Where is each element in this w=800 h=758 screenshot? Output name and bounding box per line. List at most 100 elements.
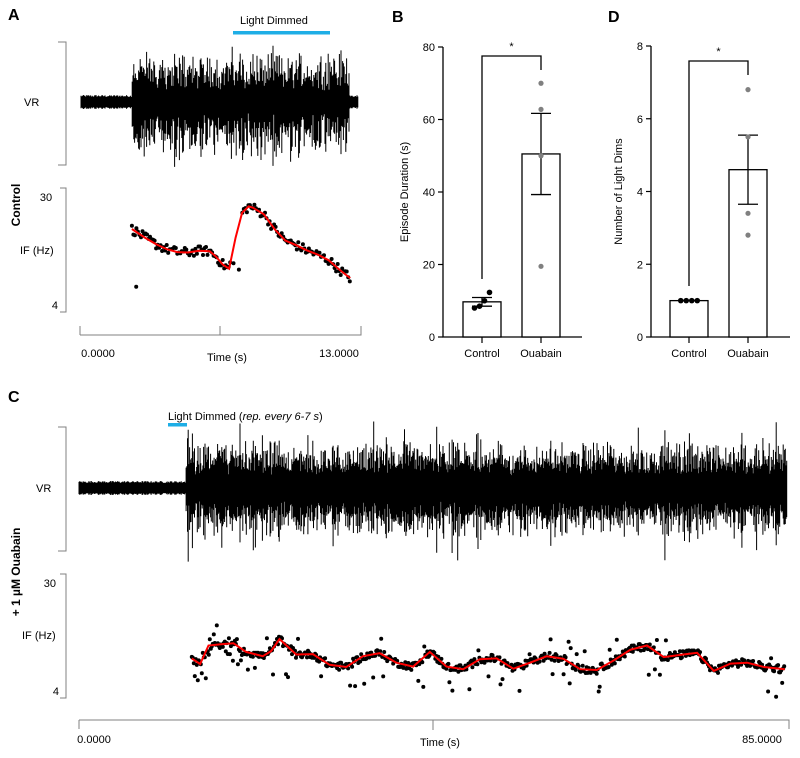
panel-a-vr-trace [80,45,359,167]
panel-d-data-point [688,297,695,304]
if-point [566,639,571,644]
if-point [548,637,553,642]
if-point [284,672,288,677]
if-point [296,240,301,245]
if-point [663,638,668,643]
if-point [294,655,298,660]
if-point [269,226,274,231]
if-point [205,252,210,257]
panel-c-light-dimmed-text: Light Dimmed ( [168,411,243,423]
panel-c-x-axis [78,719,790,730]
if-point [300,242,305,247]
if-point [646,672,651,677]
if-point [654,638,659,642]
if-point [552,658,557,663]
if-point [704,656,708,661]
if-point [420,660,425,665]
panel-b-y-tick-label: 40 [423,187,435,199]
if-point [620,649,625,654]
if-point [195,678,200,683]
panel-b-y-tick-label: 80 [423,42,435,54]
if-point [286,675,290,680]
if-point [734,658,738,663]
panel-b-x-tick-label: Control [464,348,499,360]
panel-d-axes [650,46,790,338]
if-point [355,655,360,660]
panel-a-x-tick-start: 0.0000 [81,348,115,360]
panel-d-y-tick-label: 6 [637,114,643,126]
panel-c-light-dimmed-bar [168,423,187,427]
panel-d-data-point [745,232,751,238]
panel-d-data-point [745,210,751,216]
if-point [228,644,233,649]
if-point [582,649,587,654]
if-point [132,233,137,238]
if-point [344,269,349,274]
if-point [500,677,505,682]
if-point [296,636,300,641]
if-point [193,246,198,251]
if-point [217,646,222,650]
if-point [606,665,611,669]
if-point [416,678,421,683]
panel-c-letter: C [8,389,20,406]
if-point [319,674,324,679]
if-point [381,674,386,679]
if-point [252,202,257,207]
if-point [152,238,157,243]
if-point [667,651,672,655]
panel-a: A Light Dimmed Control VR 30 4 IF (Hz) 0… [8,7,362,364]
panel-b-y-axis-label: Episode Duration (s) [399,142,411,242]
if-point [194,251,199,256]
if-point [642,646,647,651]
panel-b-data-point [476,303,483,309]
if-point [166,250,171,255]
if-point [290,652,294,657]
if-point [194,662,199,667]
panel-b-axes [442,47,582,338]
if-point [192,674,197,679]
panel-d-y-tick-label: 2 [637,259,643,271]
if-point [164,243,169,247]
if-point [547,650,552,655]
if-point [201,253,205,257]
if-point [638,648,643,653]
if-point [766,689,771,694]
if-point [679,655,684,660]
panel-b-data-point [538,263,544,269]
if-point [222,266,227,271]
if-point [550,672,555,677]
panel-d-x-tick-label: Ouabain [727,348,769,360]
panel-b-data-point [538,80,544,86]
if-point [476,648,481,653]
if-point [184,247,189,252]
panel-d-data-point [677,297,684,304]
if-point [317,250,322,255]
if-point [299,248,304,253]
if-point [207,637,212,642]
if-point [630,649,635,654]
if-point [568,646,573,651]
panel-c-if-axis [60,573,67,699]
panel-b: B 0 20 40 60 80 Episode Duration (s) Control Ou… [392,9,582,360]
if-point [203,676,208,681]
if-point [769,656,774,661]
if-point [129,223,134,228]
if-point [567,681,572,686]
if-point [266,222,271,227]
if-point [317,659,322,664]
panel-d-significance-bracket [688,60,749,286]
panel-c-light-dimmed-close: ) [319,411,323,423]
if-point [456,669,461,674]
panel-d-significance-star: * [716,46,721,58]
panel-a-fit-curve [131,205,351,279]
panel-b-y-tick-label: 0 [429,332,435,344]
if-point [772,669,777,674]
panel-a-condition-label: Control [9,184,23,227]
if-point [294,247,299,252]
if-point [472,657,477,662]
panel-d-y-tick-label: 4 [637,187,643,199]
vr-trace-path [80,45,359,167]
panel-d-data-point [745,134,751,140]
panel-c-x-label: Time (s) [420,737,460,749]
